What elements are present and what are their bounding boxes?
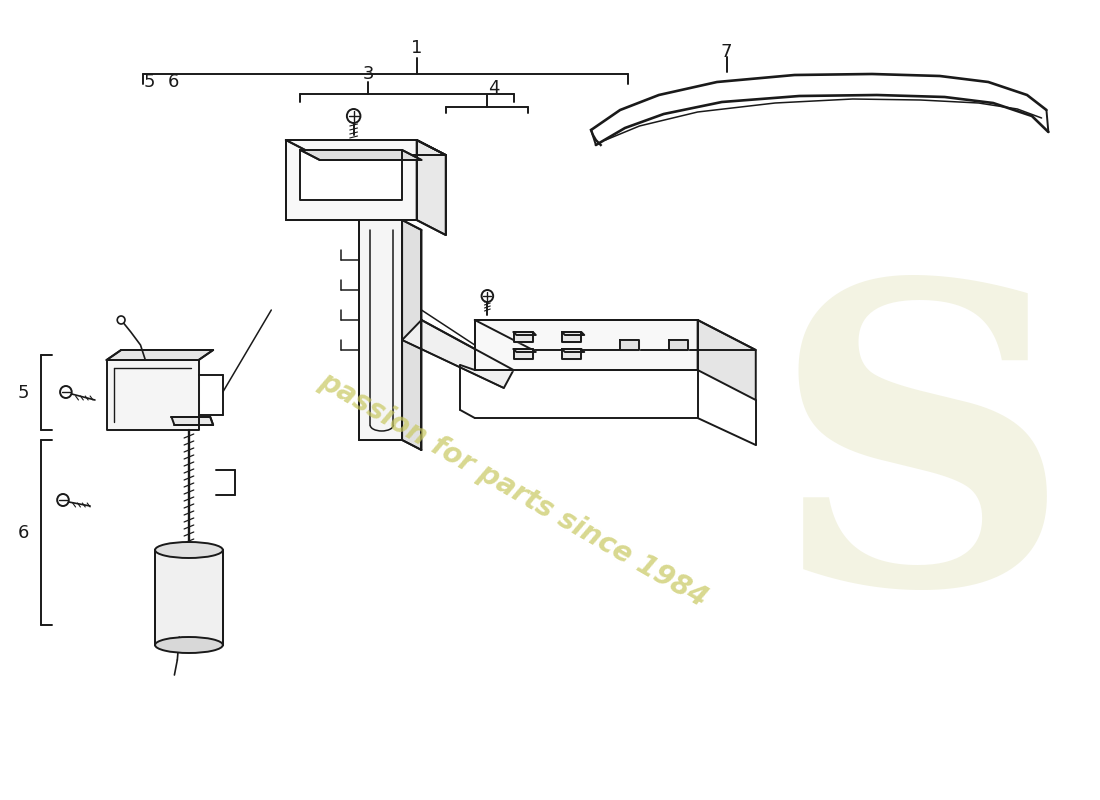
Polygon shape (562, 349, 584, 352)
Polygon shape (403, 220, 421, 450)
Text: 3: 3 (362, 65, 374, 83)
Ellipse shape (155, 637, 223, 653)
Polygon shape (107, 350, 213, 360)
Polygon shape (300, 150, 403, 200)
Polygon shape (286, 140, 446, 155)
Polygon shape (514, 349, 532, 359)
Polygon shape (475, 320, 756, 350)
Polygon shape (359, 220, 403, 440)
Polygon shape (514, 349, 536, 352)
Text: 5: 5 (143, 73, 155, 91)
Polygon shape (620, 340, 639, 350)
Polygon shape (562, 332, 582, 342)
Text: 5: 5 (18, 383, 29, 402)
Polygon shape (562, 349, 582, 359)
Polygon shape (172, 417, 213, 425)
Polygon shape (697, 320, 756, 400)
Polygon shape (475, 320, 697, 370)
Circle shape (346, 109, 361, 123)
Text: 7: 7 (720, 43, 733, 61)
Text: 6: 6 (167, 73, 179, 91)
Polygon shape (286, 140, 417, 220)
Circle shape (482, 290, 493, 302)
Text: 6: 6 (18, 523, 29, 542)
Polygon shape (514, 332, 536, 335)
Text: 4: 4 (488, 79, 499, 97)
Text: 1: 1 (411, 39, 422, 57)
Polygon shape (669, 340, 688, 350)
Circle shape (118, 316, 125, 324)
Polygon shape (562, 332, 584, 335)
Circle shape (57, 494, 69, 506)
Polygon shape (300, 150, 421, 160)
Text: passion for parts since 1984: passion for parts since 1984 (315, 367, 713, 613)
Text: S: S (770, 269, 1071, 671)
Polygon shape (107, 360, 199, 430)
Polygon shape (514, 332, 532, 342)
Polygon shape (417, 140, 446, 235)
Circle shape (60, 386, 72, 398)
Ellipse shape (155, 542, 223, 558)
Polygon shape (155, 550, 223, 645)
Polygon shape (403, 320, 514, 388)
